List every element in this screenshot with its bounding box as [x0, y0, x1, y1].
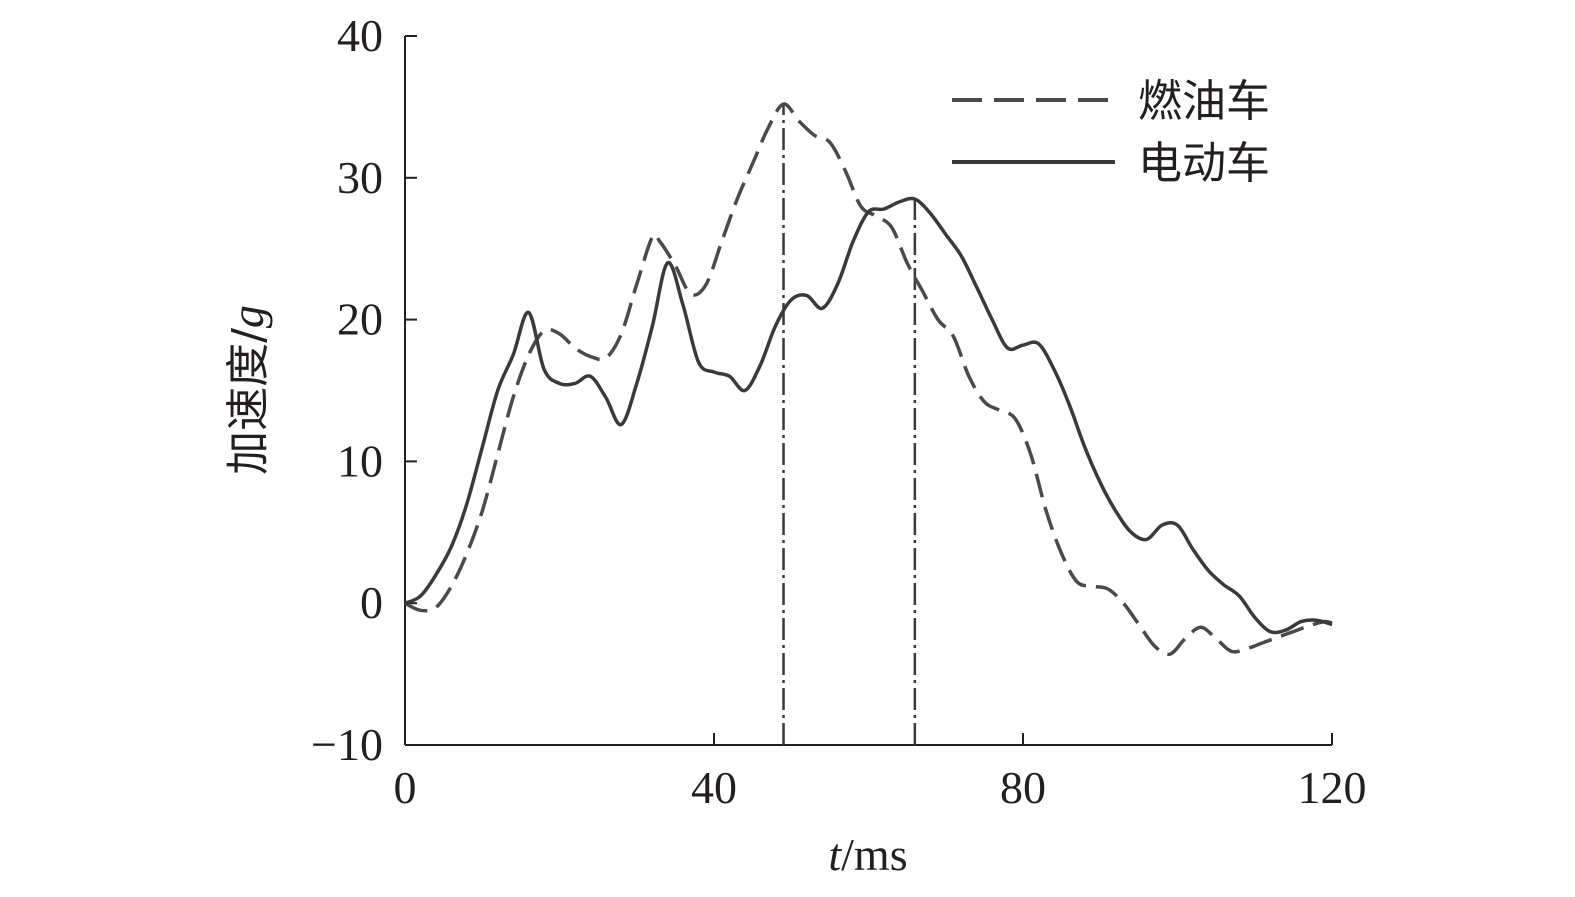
y-tick-label: 0	[360, 577, 383, 628]
x-tick-label: 0	[394, 762, 417, 813]
series-lines	[404, 102, 1333, 657]
x-tick-label: 80	[1000, 762, 1046, 813]
y-tick-label: 40	[337, 10, 383, 61]
y-tick-label: 30	[337, 152, 383, 203]
series-line-electric	[404, 196, 1333, 635]
x-tick-label: 120	[1298, 762, 1367, 813]
legend-label: 燃油车	[1138, 76, 1270, 127]
y-tick-label: −10	[311, 719, 383, 770]
axes	[404, 35, 1333, 746]
legend-label: 电动车	[1138, 138, 1270, 189]
x-axis-label: t/ms	[828, 829, 907, 880]
y-axis-label: 加速度/g	[222, 305, 274, 475]
peak-markers	[782, 104, 917, 745]
y-tick-label: 10	[337, 435, 383, 486]
y-tick-label: 20	[337, 294, 383, 345]
x-tick-label: 40	[691, 762, 737, 813]
